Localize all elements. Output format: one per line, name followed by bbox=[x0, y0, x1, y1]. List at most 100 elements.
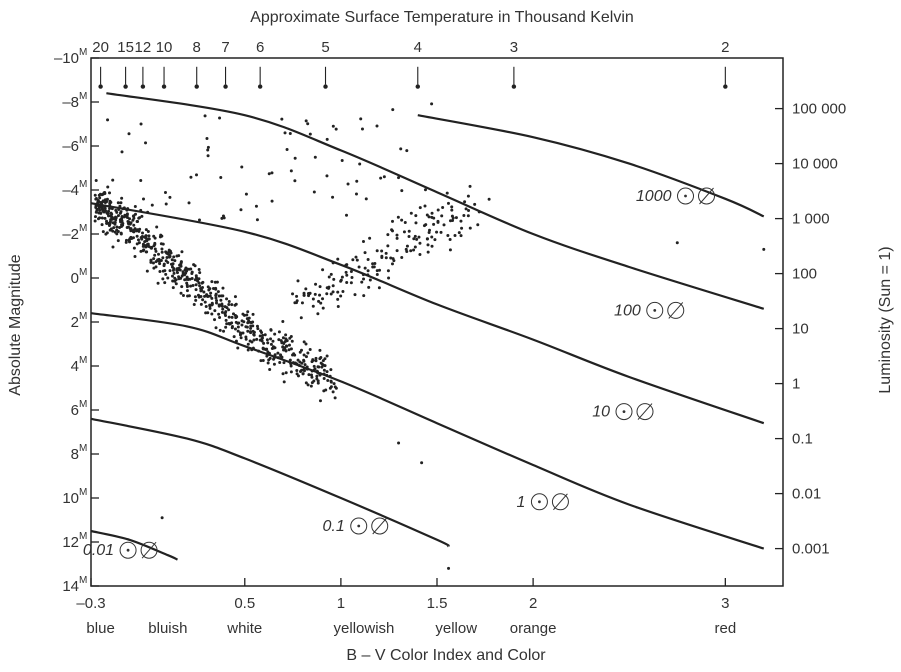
star-point bbox=[296, 358, 300, 362]
star-point bbox=[325, 174, 329, 178]
star-point bbox=[301, 372, 305, 376]
star-point bbox=[146, 230, 150, 234]
star-point bbox=[241, 312, 245, 316]
star-point bbox=[273, 332, 277, 336]
star-point bbox=[296, 374, 300, 378]
star-point bbox=[115, 232, 119, 236]
x-axis-label: B – V Color Index and Color bbox=[346, 647, 546, 664]
star-point bbox=[390, 262, 394, 266]
star-point bbox=[417, 235, 421, 239]
star-point bbox=[287, 343, 291, 347]
star-point bbox=[329, 292, 333, 296]
star-point bbox=[279, 353, 283, 357]
star-point bbox=[451, 219, 455, 223]
star-point bbox=[265, 338, 269, 342]
star-point bbox=[344, 270, 348, 274]
y-axis-label: Absolute Magnitude bbox=[7, 254, 24, 396]
star-point bbox=[217, 312, 221, 316]
luminosity-tick-label: 0.001 bbox=[792, 541, 830, 558]
star-point bbox=[318, 399, 322, 403]
star-point bbox=[244, 335, 248, 339]
star-point bbox=[293, 179, 297, 183]
star-point bbox=[197, 277, 201, 281]
star-point bbox=[450, 208, 454, 212]
star-point bbox=[140, 214, 144, 218]
star-point bbox=[319, 356, 323, 360]
star-point bbox=[247, 319, 251, 323]
star-point bbox=[329, 272, 333, 276]
temperature-label: 15 bbox=[117, 39, 134, 56]
star-point bbox=[358, 162, 362, 166]
star-point bbox=[314, 356, 318, 360]
star-point bbox=[345, 273, 349, 277]
star-point bbox=[277, 338, 281, 342]
y-tick-superscript: M bbox=[79, 179, 87, 190]
star-point bbox=[194, 283, 198, 287]
y-tick-superscript: M bbox=[79, 47, 87, 58]
star-point bbox=[225, 297, 229, 301]
star-point bbox=[230, 324, 234, 328]
star-point bbox=[153, 253, 157, 257]
star-point bbox=[259, 359, 263, 363]
star-point bbox=[173, 279, 177, 283]
star-point bbox=[467, 209, 471, 213]
star-point bbox=[310, 360, 314, 364]
star-point bbox=[210, 280, 214, 284]
star-point bbox=[183, 273, 187, 277]
star-point bbox=[103, 204, 107, 208]
star-point bbox=[350, 276, 354, 280]
star-point bbox=[427, 215, 431, 219]
star-point bbox=[351, 258, 355, 262]
diameter-symbol-slash bbox=[699, 187, 714, 205]
star-point bbox=[100, 216, 104, 220]
star-point bbox=[261, 347, 265, 351]
star-point bbox=[141, 231, 145, 235]
star-point bbox=[321, 306, 325, 310]
star-point bbox=[180, 274, 184, 278]
star-point bbox=[476, 223, 480, 227]
star-point bbox=[375, 273, 379, 277]
temperature-marker-dot bbox=[140, 84, 146, 89]
star-point bbox=[304, 119, 308, 123]
star-point bbox=[240, 165, 244, 169]
star-point bbox=[468, 184, 472, 188]
star-point bbox=[357, 265, 361, 269]
star-point bbox=[153, 241, 157, 245]
star-point bbox=[133, 254, 137, 258]
star-point bbox=[284, 371, 288, 375]
star-point bbox=[318, 293, 322, 297]
sun-symbol bbox=[615, 403, 633, 421]
star-point bbox=[230, 303, 234, 307]
star-point bbox=[172, 271, 176, 275]
star-point bbox=[163, 190, 167, 194]
star-point bbox=[132, 246, 136, 250]
star-point bbox=[375, 249, 379, 253]
star-point bbox=[267, 358, 271, 362]
star-point bbox=[311, 297, 315, 301]
star-point bbox=[405, 249, 409, 253]
star-point bbox=[291, 292, 295, 296]
star-point bbox=[430, 102, 434, 106]
star-point bbox=[430, 215, 434, 219]
star-point bbox=[169, 251, 173, 255]
radius-curve-0.1 bbox=[90, 417, 450, 548]
star-point bbox=[228, 322, 232, 326]
y-tick-superscript: M bbox=[79, 531, 87, 542]
star-point bbox=[203, 300, 207, 304]
star-point bbox=[269, 328, 273, 332]
star-point bbox=[762, 247, 766, 251]
star-point bbox=[378, 268, 382, 272]
star-point bbox=[366, 258, 370, 262]
star-point bbox=[124, 238, 128, 242]
star-point bbox=[282, 361, 286, 365]
star-point bbox=[197, 267, 201, 271]
star-point bbox=[112, 226, 116, 230]
star-point bbox=[197, 281, 201, 285]
star-point bbox=[316, 381, 320, 385]
star-point bbox=[227, 315, 231, 319]
star-point bbox=[164, 250, 168, 254]
star-point bbox=[325, 370, 329, 374]
star-point bbox=[193, 295, 197, 299]
star-point bbox=[97, 211, 101, 215]
star-point bbox=[161, 277, 165, 281]
